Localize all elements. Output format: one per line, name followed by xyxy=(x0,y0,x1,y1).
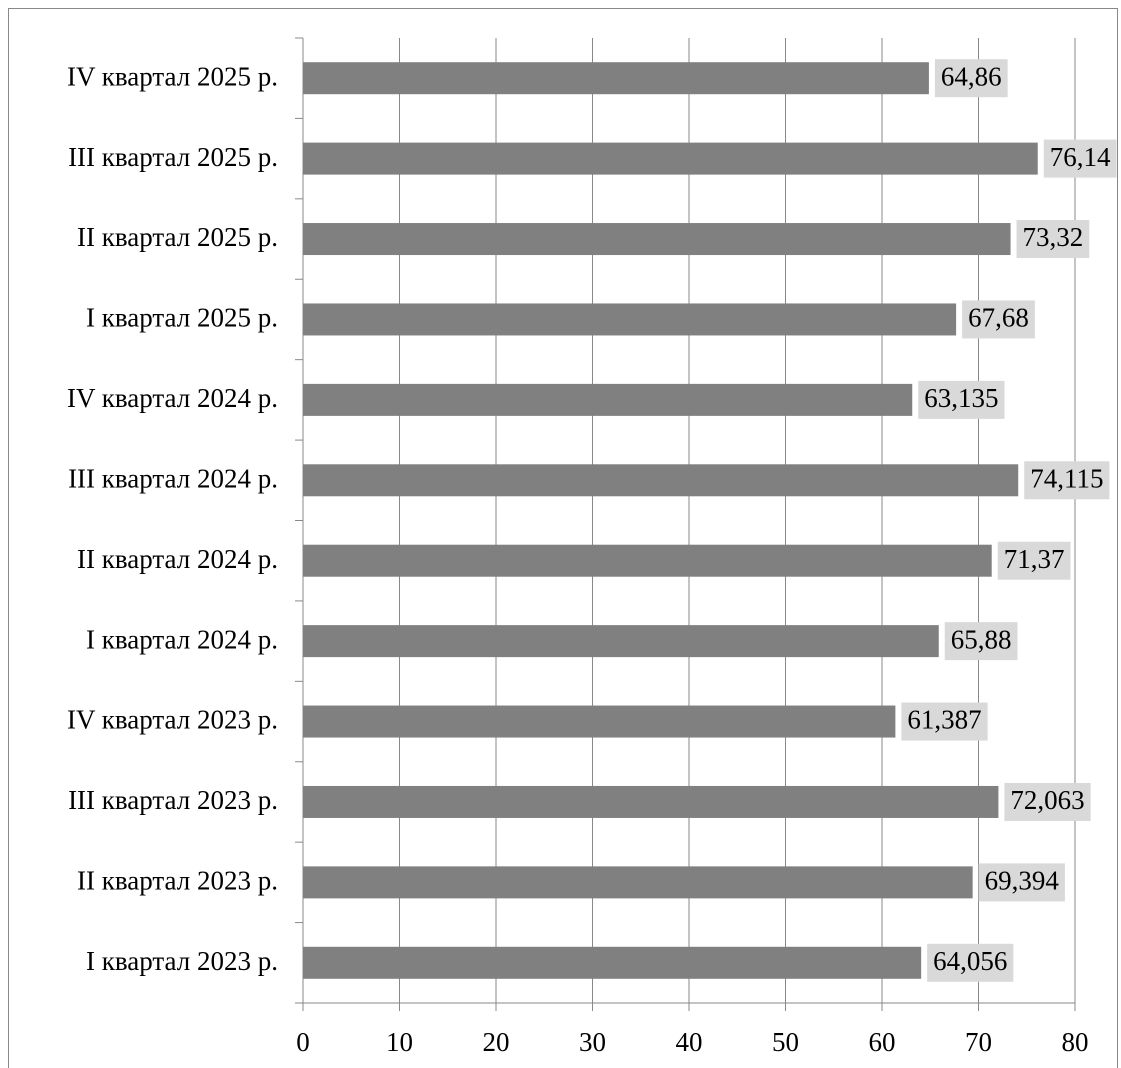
value-label-bg xyxy=(1016,220,1090,259)
value-label: 64,86 xyxy=(941,61,1002,91)
value-label: 69,394 xyxy=(985,866,1060,896)
bar xyxy=(303,946,922,979)
value-label: 74,115 xyxy=(1030,463,1103,493)
value-label-bg xyxy=(927,943,1014,982)
y-tick-label: I квартал 2023 р. xyxy=(86,946,278,976)
y-tick-label: IV квартал 2025 р. xyxy=(67,61,278,91)
value-label: 76,14 xyxy=(1050,142,1111,172)
y-tick-label: III квартал 2025 р. xyxy=(68,142,278,172)
x-tick-label: 60 xyxy=(869,1027,896,1057)
bar xyxy=(303,223,1011,256)
value-label: 72,063 xyxy=(1010,785,1084,815)
x-tick-label: 0 xyxy=(296,1027,310,1057)
x-tick-label: 20 xyxy=(483,1027,510,1057)
value-label: 63,135 xyxy=(924,383,998,413)
bar xyxy=(303,62,929,95)
y-tick-label: I квартал 2024 р. xyxy=(86,624,278,654)
x-tick-label: 40 xyxy=(676,1027,703,1057)
bar xyxy=(303,785,999,818)
value-label-bg xyxy=(918,380,1005,419)
value-label-bg xyxy=(944,622,1018,661)
bar xyxy=(303,705,896,738)
value-label: 71,37 xyxy=(1004,544,1065,574)
bar xyxy=(303,383,913,416)
value-label-bg xyxy=(934,59,1008,98)
value-label-bg xyxy=(978,863,1065,902)
value-label-bg xyxy=(997,541,1071,580)
y-tick-label: IV квартал 2023 р. xyxy=(67,705,278,735)
chart-border xyxy=(8,8,1118,1068)
y-tick-label: III квартал 2024 р. xyxy=(68,463,278,493)
bar xyxy=(303,625,939,658)
x-tick-label: 80 xyxy=(1062,1027,1089,1057)
x-tick-label: 70 xyxy=(965,1027,992,1057)
value-label-bg xyxy=(1043,139,1117,178)
bar xyxy=(303,303,957,336)
bar xyxy=(303,544,992,577)
y-tick-label: II квартал 2025 р. xyxy=(77,222,278,252)
y-tick-label: IV квартал 2024 р. xyxy=(67,383,278,413)
value-label: 65,88 xyxy=(951,624,1012,654)
value-label-bg xyxy=(901,702,988,741)
value-label-bg xyxy=(1004,782,1091,821)
bar xyxy=(303,142,1038,175)
y-tick-label: I квартал 2025 р. xyxy=(86,303,278,333)
y-tick-label: II квартал 2024 р. xyxy=(77,544,278,574)
x-tick-label: 10 xyxy=(386,1027,413,1057)
bar xyxy=(303,866,973,899)
value-label-bg xyxy=(1024,461,1110,500)
bar xyxy=(303,464,1019,497)
y-tick-label: III квартал 2023 р. xyxy=(68,785,278,815)
value-label: 73,32 xyxy=(1023,222,1084,252)
x-tick-label: 30 xyxy=(579,1027,606,1057)
value-label-bg xyxy=(962,300,1035,339)
y-tick-label: II квартал 2023 р. xyxy=(77,866,278,896)
value-label: 67,68 xyxy=(968,303,1029,333)
value-label: 64,056 xyxy=(933,946,1007,976)
x-tick-label: 50 xyxy=(772,1027,799,1057)
value-label: 61,387 xyxy=(907,705,981,735)
